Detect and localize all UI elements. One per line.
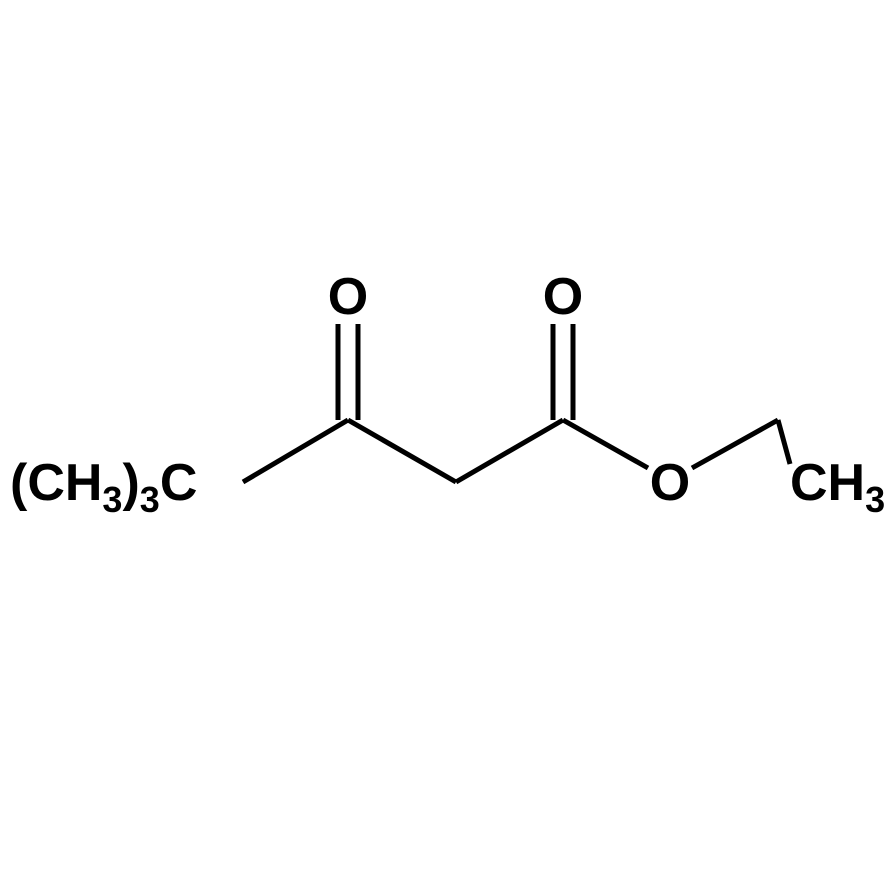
molecule-diagram: OOO(CH3)3CCH3 xyxy=(0,0,890,890)
atom-o-ester-sgl: O xyxy=(650,454,690,512)
atom-o-ester-dbl: O xyxy=(543,268,583,326)
atom-o-keto: O xyxy=(328,268,368,326)
